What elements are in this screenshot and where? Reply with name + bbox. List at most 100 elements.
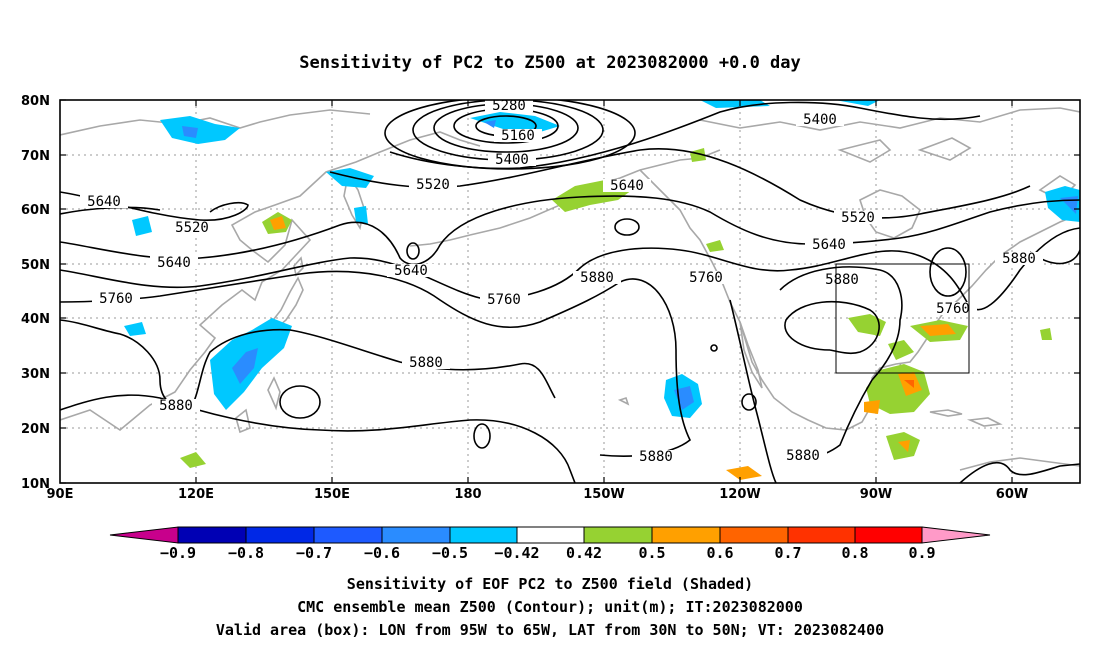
plot-frame (59, 99, 1081, 484)
svg-text:5880: 5880 (825, 272, 859, 288)
svg-text:5760: 5760 (99, 291, 133, 307)
caption-line-2: CMC ensemble mean Z500 (Contour); unit(m… (297, 598, 803, 616)
lon-label: 120E (178, 487, 214, 502)
svg-text:5760: 5760 (689, 270, 723, 286)
contour-label-5880: 5880 (779, 448, 827, 464)
colorbar-bin (719, 526, 789, 544)
lat-label: 50N (21, 258, 50, 273)
contour-label-5400: 5400 (488, 152, 536, 168)
colorbar-label: −0.5 (432, 544, 468, 562)
colorbar-labels: −0.9 −0.8 −0.7 −0.6 −0.5 −0.42 0.42 0.5 … (160, 544, 936, 562)
lon-label: 120W (719, 487, 760, 502)
lat-label: 60N (21, 203, 50, 218)
negative-patches (124, 100, 1080, 418)
svg-text:5640: 5640 (157, 255, 191, 271)
contour-label-5160: 5160 (494, 128, 542, 144)
contour-label-5640: 5640 (80, 194, 128, 210)
lat-label: 70N (21, 149, 50, 164)
contour-label-5760: 5760 (682, 270, 730, 286)
contour-label-5880: 5880 (573, 270, 621, 286)
colorbar-label: 0.9 (908, 544, 935, 562)
colorbar-high-triangle (921, 526, 991, 544)
colorbar-low-triangle (109, 526, 179, 544)
svg-text:5400: 5400 (495, 152, 529, 168)
colorbar-label: −0.6 (364, 544, 400, 562)
colorbar-label: 0.7 (774, 544, 801, 562)
colorbar-bin (854, 526, 923, 544)
contour-label-5640: 5640 (387, 263, 435, 279)
svg-text:5880: 5880 (786, 448, 820, 464)
svg-text:5520: 5520 (841, 210, 875, 226)
contour-label-5880: 5880 (152, 398, 200, 414)
latitude-labels: 80N 70N 60N 50N 40N 30N 20N 10N (21, 94, 50, 492)
lat-label: 80N (21, 94, 50, 109)
lat-label: 10N (21, 477, 50, 492)
svg-text:5160: 5160 (501, 128, 535, 144)
svg-text:5640: 5640 (394, 263, 428, 279)
svg-text:5880: 5880 (159, 398, 193, 414)
colorbar: −0.9 −0.8 −0.7 −0.6 −0.5 −0.42 0.42 0.5 … (109, 526, 991, 562)
colorbar-bin (583, 526, 653, 544)
plot-area: 5280 5160 5400 5400 5520 5520 5520 5640 … (59, 98, 1081, 484)
contour-label-5640: 5640 (603, 178, 651, 194)
colorbar-bin (313, 526, 383, 544)
contour-label-5880: 5880 (818, 272, 866, 288)
contour-label-5760: 5760 (92, 291, 140, 307)
svg-text:5880: 5880 (1002, 251, 1036, 267)
svg-text:5520: 5520 (416, 177, 450, 193)
lat-label: 30N (21, 367, 50, 382)
svg-text:5400: 5400 (803, 112, 837, 128)
colorbar-bin (787, 526, 856, 544)
lon-label: 180 (454, 487, 481, 502)
contour-label-5400: 5400 (796, 112, 844, 128)
lon-label: 150W (583, 487, 624, 502)
svg-text:5880: 5880 (639, 449, 673, 465)
svg-text:5640: 5640 (812, 237, 846, 253)
svg-text:5640: 5640 (87, 194, 121, 210)
valid-area-box (835, 263, 970, 374)
colorbar-bin (381, 526, 451, 544)
lon-label: 60W (996, 487, 1028, 502)
colorbar-bin (449, 526, 518, 544)
plot-background (60, 100, 1080, 483)
contour-label-5520: 5520 (834, 210, 882, 226)
colorbar-bin (651, 526, 721, 544)
sensitivity-shading (124, 100, 1080, 480)
contour-label-5760: 5760 (929, 301, 977, 317)
colorbar-label: 0.5 (638, 544, 665, 562)
colorbar-label: −0.8 (228, 544, 264, 562)
colorbar-label: −0.42 (494, 544, 539, 562)
contour-labels: 5280 5160 5400 5400 5520 5520 5520 5640 … (80, 98, 1043, 465)
tick-marks (60, 99, 1080, 484)
contour-label-5520: 5520 (409, 177, 457, 193)
lon-label: 150E (314, 487, 350, 502)
svg-text:5280: 5280 (492, 98, 526, 114)
colorbar-bin (245, 526, 315, 544)
contour-label-5880: 5880 (632, 449, 680, 465)
map-title: Sensitivity of PC2 to Z500 at 2023082000… (299, 53, 801, 73)
svg-text:5640: 5640 (610, 178, 644, 194)
colorbar-label: 0.6 (706, 544, 733, 562)
colorbar-label: 0.8 (841, 544, 868, 562)
colorbar-label: 0.42 (566, 544, 602, 562)
contour-label-5280: 5280 (485, 98, 533, 114)
contour-label-5520: 5520 (168, 220, 216, 236)
svg-text:5760: 5760 (487, 292, 521, 308)
svg-text:5880: 5880 (580, 270, 614, 286)
contour-label-5880: 5880 (402, 355, 450, 371)
svg-text:5520: 5520 (175, 220, 209, 236)
contour-label-5880: 5880 (995, 251, 1043, 267)
colorbar-bin (516, 526, 585, 544)
caption-line-1: Sensitivity of EOF PC2 to Z500 field (Sh… (347, 575, 753, 593)
contour-label-5640: 5640 (150, 255, 198, 271)
colorbar-bin (177, 526, 247, 544)
lat-label: 20N (21, 422, 50, 437)
contour-label-5760: 5760 (480, 292, 528, 308)
longitude-labels: 90E 120E 150E 180 150W 120W 90W 60W (47, 487, 1029, 502)
lon-label: 90W (860, 487, 892, 502)
lat-label: 40N (21, 312, 50, 327)
contour-label-5640: 5640 (805, 237, 853, 253)
positive-patches (180, 148, 1052, 480)
svg-text:5760: 5760 (936, 301, 970, 317)
